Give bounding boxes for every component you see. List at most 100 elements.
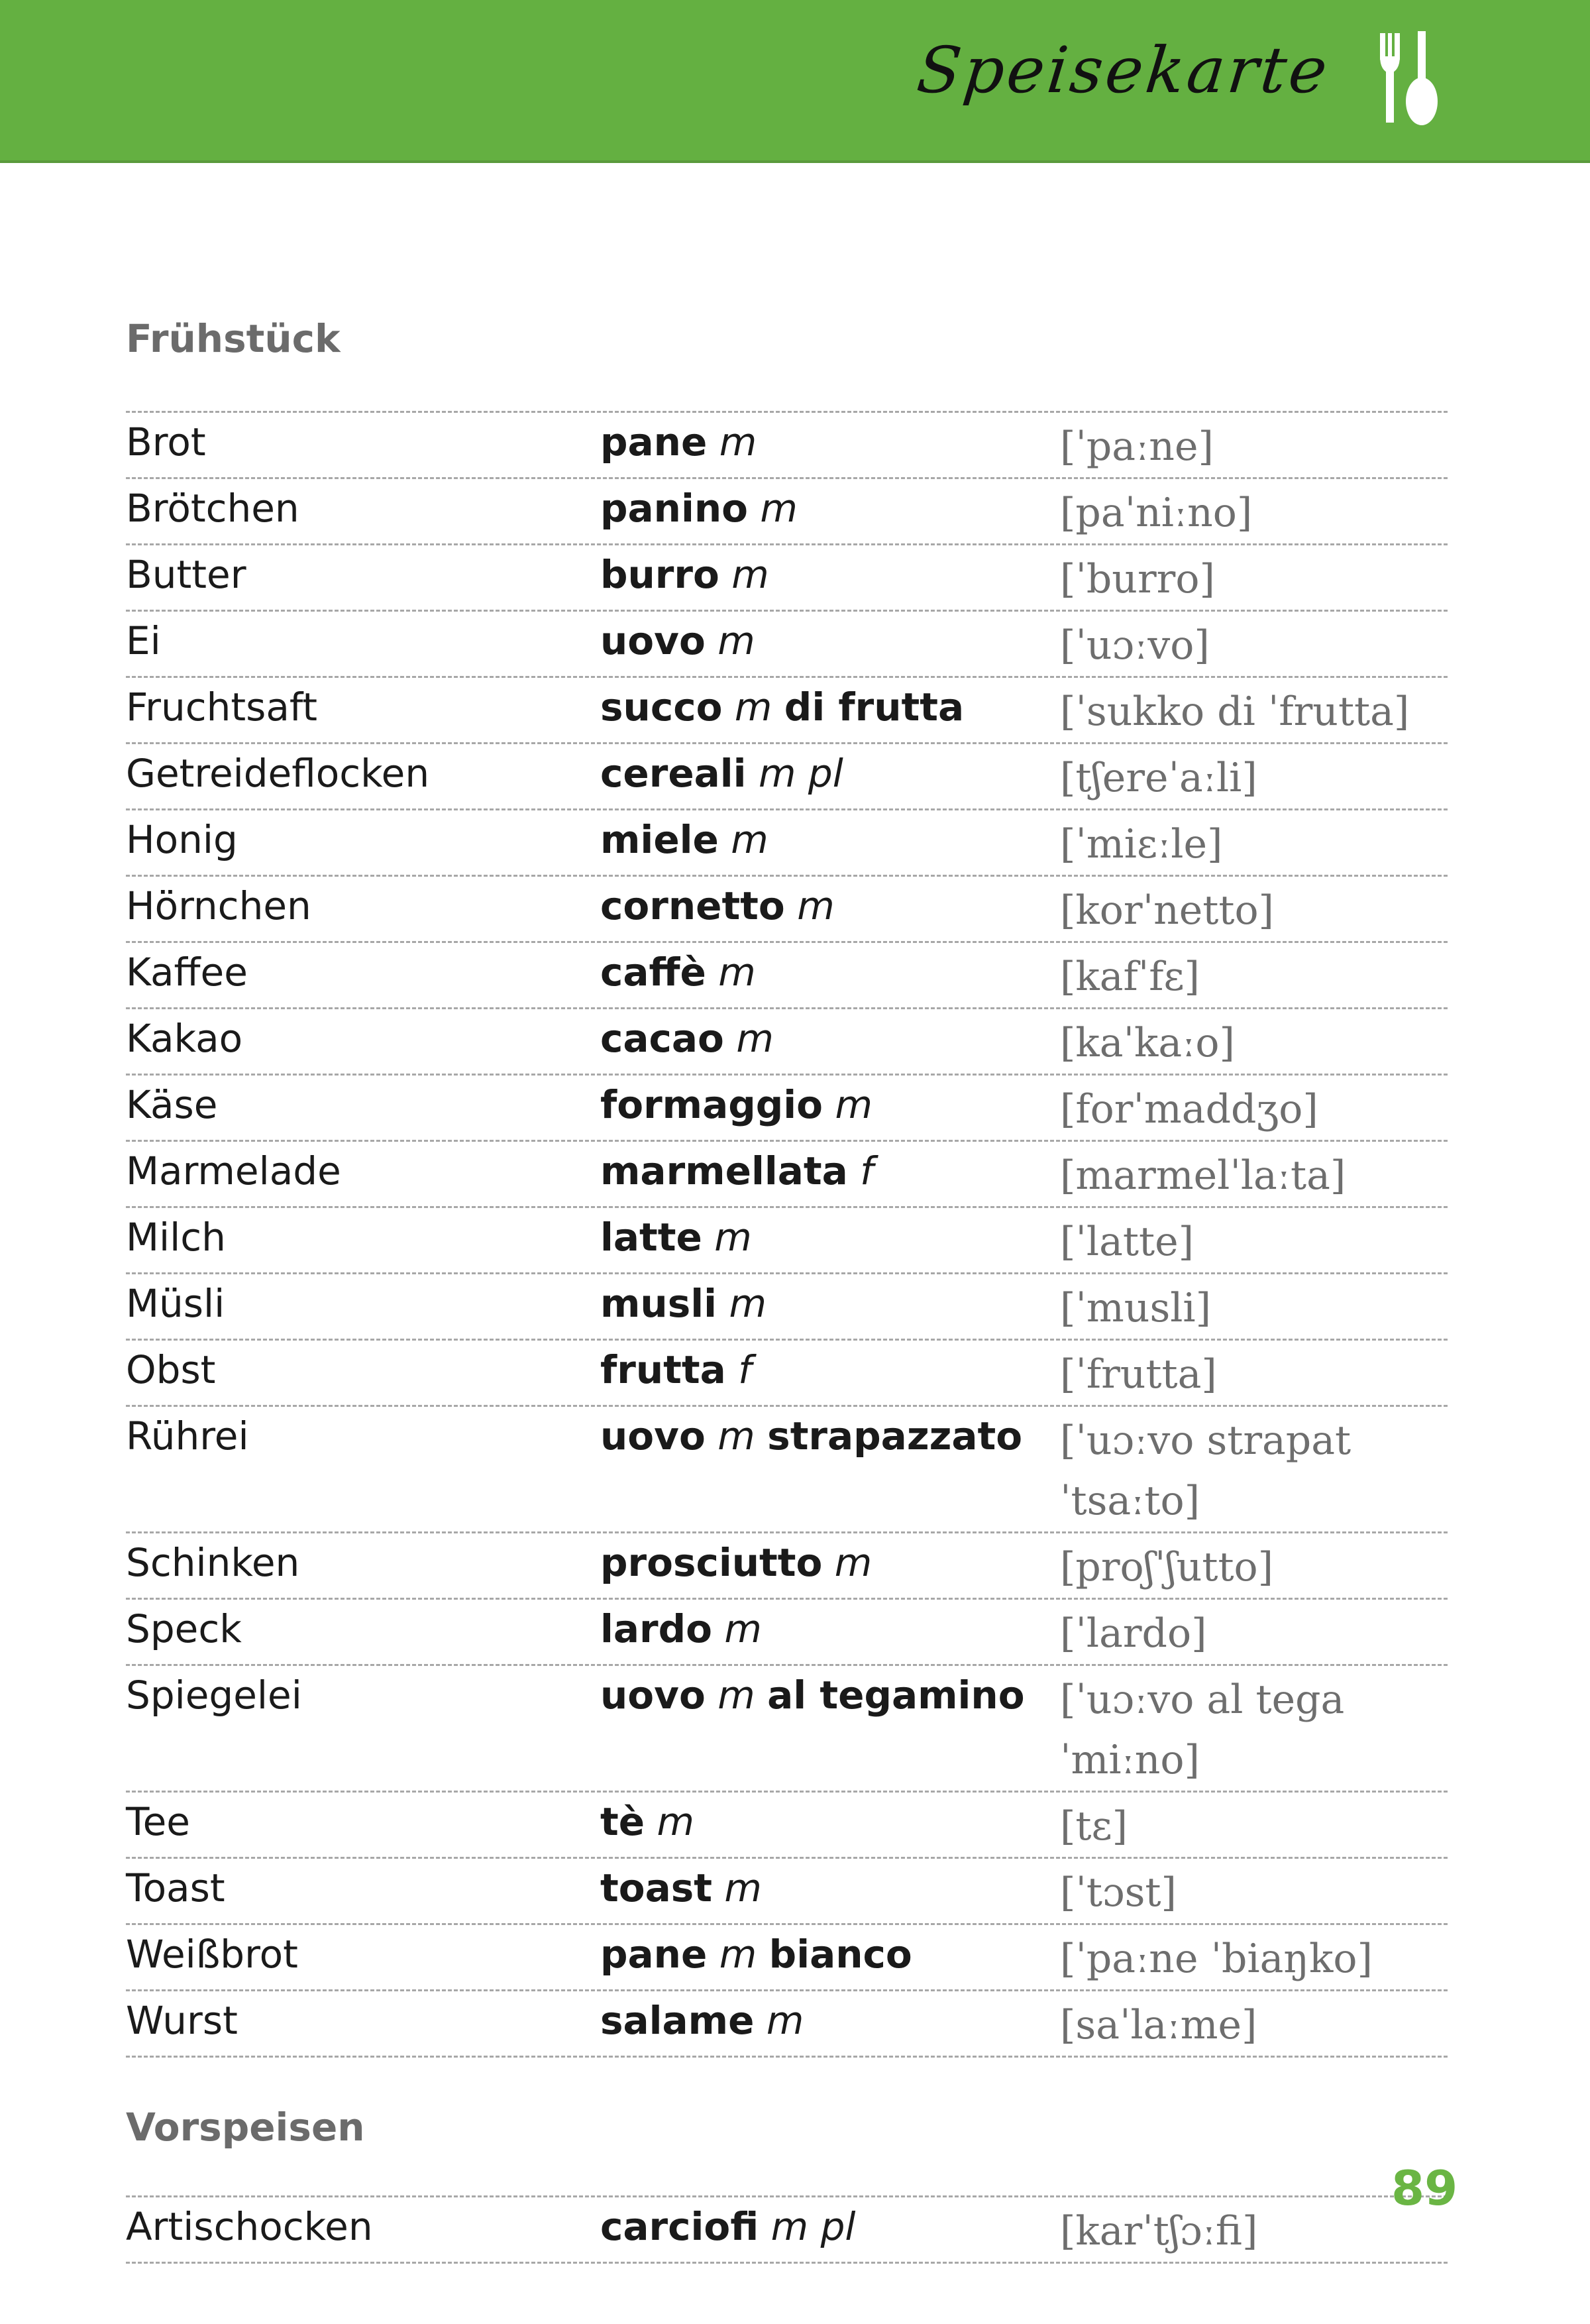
italian-term: tè m [600, 1793, 1060, 1857]
german-term: Spiegelei [126, 1673, 302, 1718]
table-row: Wurst salame m [saˈlaːme] [126, 1991, 1448, 2058]
italian-word: uovo [600, 1413, 706, 1459]
italian-word: pane [600, 1932, 708, 1977]
menu-content: Frühstück Brot pane m [ˈpaːne] Brötchen panin… [126, 160, 1448, 2264]
grammar-gender: m [705, 1673, 768, 1718]
grammar-gender: f [725, 1347, 752, 1392]
table-row: Hörnchen cornetto m [korˈnetto] [126, 877, 1448, 943]
italian-word: strapazzato [767, 1413, 1023, 1459]
vocabulary-table: Brot pane m [ˈpaːne] Brötchen panino m [paˈni… [126, 411, 1448, 2058]
pronunciation: [korˈnetto] [1060, 887, 1274, 934]
grammar-gender: m pl [746, 751, 843, 796]
italian-term: cacao m [600, 1009, 1060, 1074]
grammar-gender: f [847, 1148, 874, 1193]
italian-word: al tegamino [767, 1673, 1025, 1718]
table-row: Marmelade marmellata f [marmelˈlaːta] [126, 1142, 1448, 1208]
german-term: Käse [126, 1082, 218, 1127]
grammar-gender: m [645, 1799, 694, 1844]
table-row: Brot pane m [ˈpaːne] [126, 413, 1448, 479]
german-term: Getreideflocken [126, 751, 430, 796]
pronunciation: [forˈmaddʒo] [1060, 1086, 1318, 1133]
grammar-gender: m [754, 1998, 804, 2043]
italian-term: caffè m [600, 943, 1060, 1007]
italian-term: lardo m [600, 1600, 1060, 1664]
grammar-gender: m [717, 1281, 767, 1326]
italian-term: panino m [600, 479, 1060, 543]
german-term: Ei [126, 618, 161, 663]
german-term: Kakao [126, 1016, 243, 1061]
table-row: Spiegelei uovo m al tegamino [ˈuɔːvo al te… [126, 1666, 1448, 1793]
grammar-gender: m [723, 1016, 774, 1061]
grammar-gender: m [706, 950, 756, 995]
table-row: Brötchen panino m [paˈniːno] [126, 479, 1448, 545]
table-row: Milch latte m [ˈlatte] [126, 1208, 1448, 1274]
italian-term: toast m [600, 1859, 1060, 1923]
italian-word: formaggio [600, 1082, 823, 1127]
german-term: Brot [126, 419, 206, 465]
german-term: Honig [126, 817, 238, 862]
table-row: Honig miele m [ˈmiɛːle] [126, 810, 1448, 877]
grammar-gender: m [705, 1413, 768, 1459]
grammar-gender: m pl [759, 2204, 856, 2249]
pronunciation: [ˈlatte] [1060, 1219, 1194, 1265]
german-term: Milch [126, 1215, 226, 1260]
italian-word: toast [600, 1865, 712, 1910]
italian-term: cornetto m [600, 877, 1060, 941]
german-term: Kaffee [126, 950, 248, 995]
table-row: Weißbrot pane m bianco [ˈpaːne ˈbiaŋko] [126, 1925, 1448, 1991]
pronunciation: [ˈfrutta] [1060, 1351, 1217, 1398]
grammar-gender: m [822, 1540, 873, 1585]
italian-term: marmellata f [600, 1142, 1060, 1206]
table-row: Käse formaggio m [forˈmaddʒo] [126, 1076, 1448, 1142]
german-term: Butter [126, 552, 246, 597]
german-term: Toast [126, 1865, 225, 1910]
italian-term: musli m [600, 1274, 1060, 1339]
italian-term: salame m [600, 1991, 1060, 2056]
grammar-gender: m [707, 1932, 769, 1977]
table-row: Kakao cacao m [kaˈkaːo] [126, 1009, 1448, 1076]
pronunciation: [tɛ] [1060, 1803, 1128, 1850]
german-term: Schinken [126, 1540, 300, 1585]
italian-word: di frutta [784, 685, 965, 730]
table-row: Artischocken carciofi m pl [karˈtʃɔːfi] [126, 2197, 1448, 2264]
italian-word: cornetto [600, 883, 785, 928]
table-row: Speck lardo m [ˈlardo] [126, 1600, 1448, 1666]
german-term: Brötchen [126, 486, 299, 531]
table-row: Schinken prosciutto m [proʃˈʃutto] [126, 1533, 1448, 1600]
italian-word: cacao [600, 1016, 724, 1061]
italian-word: miele [600, 817, 719, 862]
italian-term: burro m [600, 545, 1060, 610]
grammar-gender: m [702, 1215, 752, 1260]
table-row: Kaffee caffè m [kafˈfɛ] [126, 943, 1448, 1009]
german-term: Artischocken [126, 2204, 373, 2249]
italian-word: lardo [600, 1606, 712, 1651]
grammar-gender: m [712, 1865, 762, 1910]
table-row: Fruchtsaft succo m di frutta [ˈsukko di ˈf… [126, 678, 1448, 744]
german-term: Speck [126, 1606, 242, 1651]
italian-word: succo [600, 685, 723, 730]
italian-word: frutta [600, 1347, 726, 1392]
pronunciation: [saˈlaːme] [1060, 2002, 1257, 2048]
header-title: Speisekarte [914, 33, 1334, 107]
italian-term: cereali m pl [600, 744, 1060, 808]
pronunciation: [ˈburro] [1060, 556, 1215, 602]
italian-word: uovo [600, 1673, 706, 1718]
section-heading: Frühstück [126, 316, 341, 361]
italian-word: musli [600, 1281, 717, 1326]
pronunciation: [ˈtɔst] [1060, 1869, 1177, 1916]
italian-word: carciofi [600, 2204, 759, 2249]
italian-word: tè [600, 1799, 645, 1844]
grammar-gender: m [705, 618, 755, 663]
german-term: Tee [126, 1799, 190, 1844]
section: Vorspeisen Artischocken carciofi m pl [karˈ… [126, 2097, 1448, 2264]
italian-word: cereali [600, 751, 747, 796]
italian-term: formaggio m [600, 1076, 1060, 1140]
table-row: Getreideflocken cereali m pl [tʃereˈaːli] [126, 744, 1448, 810]
pronunciation: [karˈtʃɔːfi] [1060, 2208, 1258, 2254]
german-term: Weißbrot [126, 1932, 298, 1977]
section: Frühstück Brot pane m [ˈpaːne] Brötchen panin… [126, 309, 1448, 2058]
italian-word: bianco [768, 1932, 912, 1977]
grammar-gender: m [823, 1082, 873, 1127]
german-term: Marmelade [126, 1148, 341, 1193]
italian-word: latte [600, 1215, 702, 1260]
